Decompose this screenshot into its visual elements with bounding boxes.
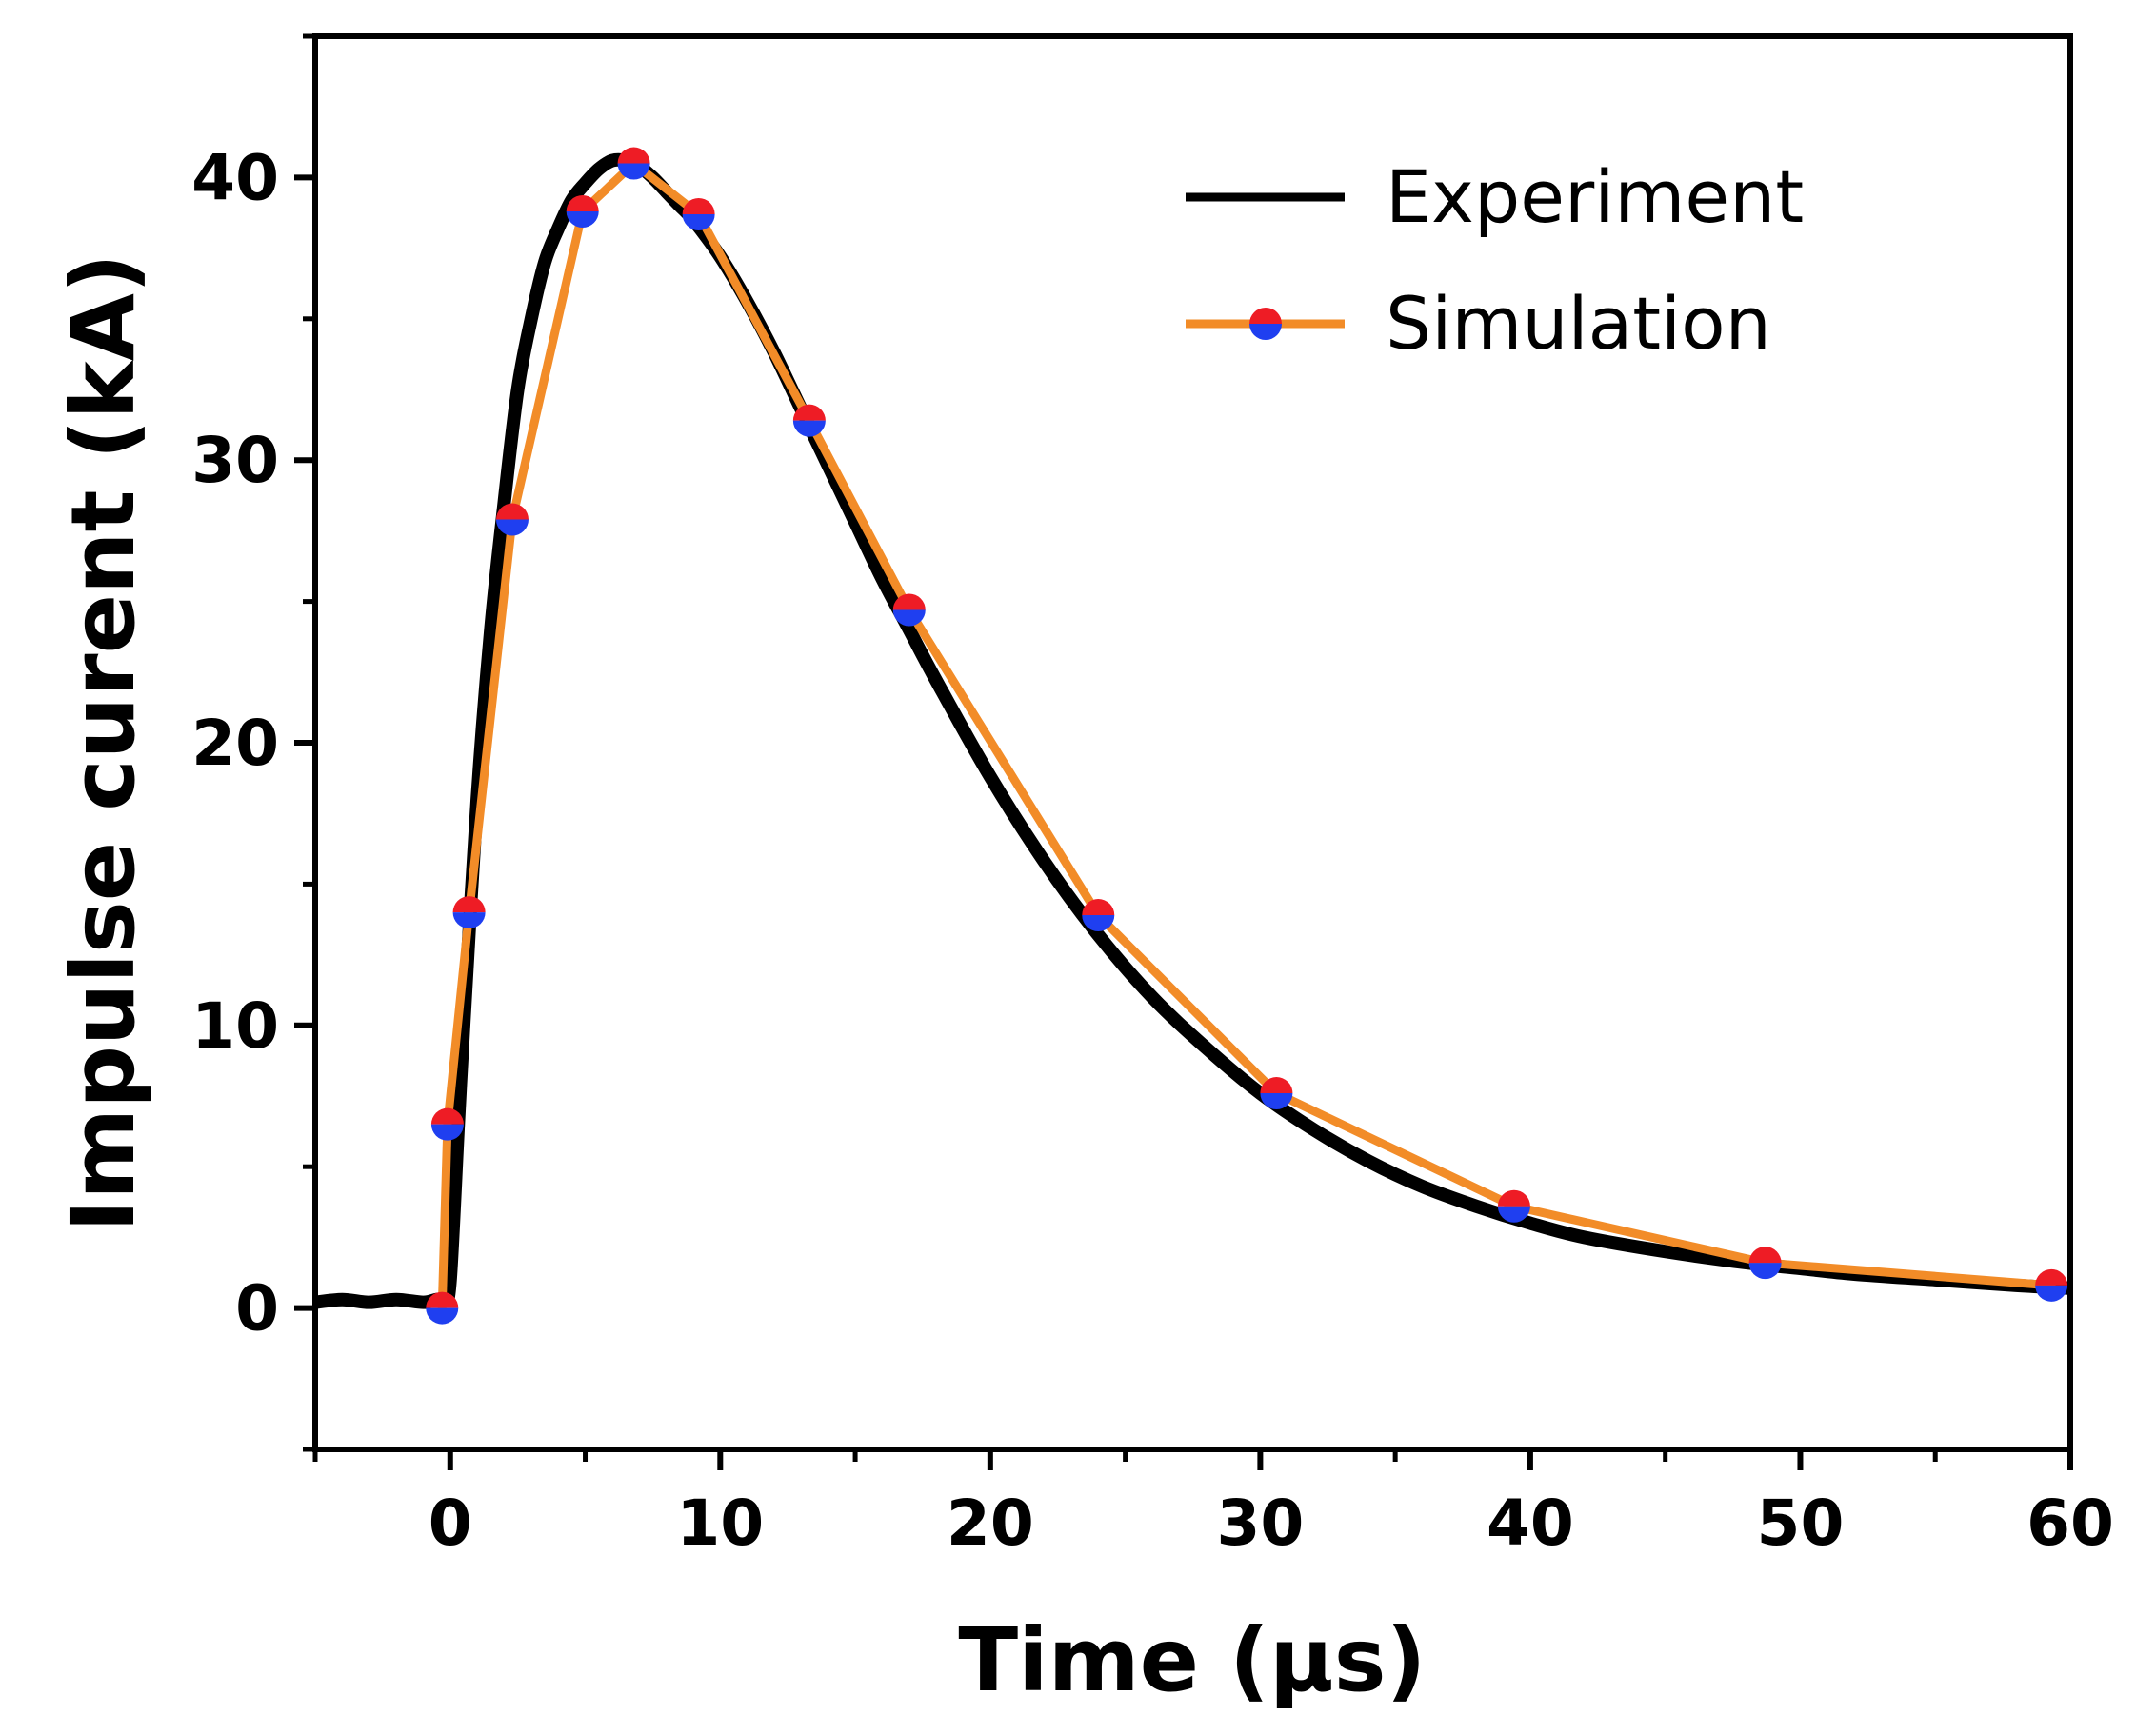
y-tick-label: 20 [191, 707, 279, 780]
experiment-line [315, 152, 2070, 1309]
y-tick-label: 40 [191, 141, 279, 214]
x-axis-ticks [312, 1449, 2073, 1470]
x-tick-label: 60 [2026, 1487, 2114, 1560]
y-tick-label: 10 [191, 989, 279, 1063]
simulation-point [1260, 1077, 1293, 1110]
legend-simulation-label: Simulation [1386, 281, 1771, 366]
x-axis-tick-labels: 0 10 20 30 40 50 60 [429, 1487, 2114, 1560]
x-tick-label: 40 [1487, 1487, 1574, 1560]
simulation-point [566, 195, 599, 229]
x-tick-label: 10 [676, 1487, 764, 1560]
y-tick-label: 0 [235, 1272, 279, 1346]
simulation-series [426, 147, 2068, 1325]
y-axis-title: Impulse curent (kA) [52, 253, 154, 1232]
x-tick-label: 20 [947, 1487, 1034, 1560]
x-axis-title: Time (μs) [958, 1609, 1426, 1711]
simulation-point [452, 896, 486, 929]
simulation-point [1497, 1189, 1530, 1223]
plot-frame [312, 33, 2073, 1452]
simulation-line [437, 159, 2056, 1313]
x-tick-label: 30 [1216, 1487, 1304, 1560]
simulation-point [430, 1107, 464, 1141]
y-tick-label: 30 [191, 424, 279, 497]
simulation-point [426, 1291, 459, 1325]
y-axis-tick-labels: 0 10 20 30 40 [191, 141, 279, 1345]
simulation-point [2035, 1268, 2068, 1302]
simulation-points [426, 147, 2068, 1325]
simulation-point [1748, 1247, 1782, 1280]
legend: Experiment Simulation [1186, 154, 1804, 366]
simulation-point [1082, 899, 1115, 932]
simulation-point [682, 197, 715, 230]
legend-experiment-label: Experiment [1386, 154, 1804, 239]
experiment-series [315, 152, 2070, 1309]
legend-simulation-marker [1249, 308, 1282, 340]
simulation-point [892, 593, 926, 627]
simulation-point [617, 147, 650, 180]
simulation-point [792, 404, 826, 437]
simulation-point [495, 503, 529, 536]
y-axis-ticks [294, 33, 315, 1452]
x-tick-label: 50 [1757, 1487, 1845, 1560]
x-tick-label: 0 [429, 1487, 472, 1560]
